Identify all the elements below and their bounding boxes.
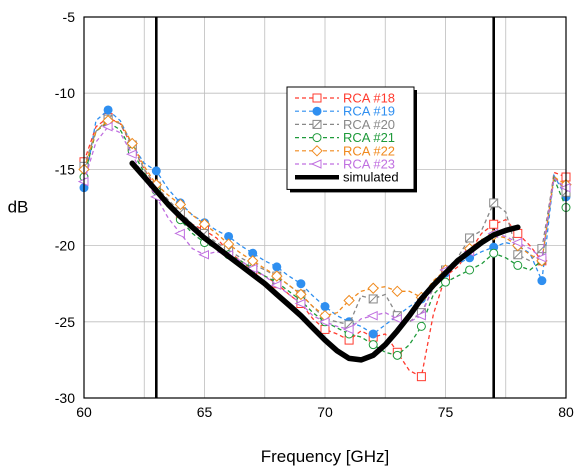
data-point-cross (465, 233, 474, 243)
data-point-cross (368, 294, 378, 304)
data-point (101, 121, 113, 132)
data-point (465, 265, 475, 275)
y-tick-label: -5 (63, 9, 76, 25)
data-point (320, 324, 330, 334)
data-point-cross (312, 120, 322, 129)
data-point (310, 159, 322, 169)
data-point (318, 317, 330, 327)
data-point (342, 324, 354, 335)
data-point (367, 282, 379, 294)
data-point (392, 350, 402, 360)
legend-entry-label: RCA #21 (343, 130, 395, 145)
data-point (416, 372, 426, 382)
x-axis-label: Frequency [GHz] (261, 447, 390, 466)
data-point (368, 329, 378, 339)
data-point (312, 133, 322, 143)
y-tick-label: -15 (55, 161, 75, 177)
data-point (537, 276, 547, 286)
data-point (198, 249, 209, 260)
series-line (83, 118, 567, 326)
y-axis-label: dB (8, 198, 29, 217)
data-point (320, 302, 330, 312)
data-point (489, 248, 499, 258)
data-point (366, 310, 378, 321)
data-point (295, 288, 307, 301)
data-point (513, 260, 523, 270)
data-point (368, 340, 378, 350)
x-tick-label: 60 (76, 404, 92, 420)
y-tick-label: -10 (55, 85, 75, 101)
legend-entry-label: RCA #19 (343, 104, 395, 119)
x-tick-label: 80 (558, 404, 574, 420)
data-point (391, 313, 402, 324)
series-line (83, 116, 567, 378)
y-tick-label: -25 (55, 314, 75, 330)
data-point (343, 294, 355, 307)
data-point (312, 93, 322, 103)
data-point (415, 310, 426, 321)
series-line (83, 109, 567, 335)
legend-entry-label: RCA #23 (343, 157, 395, 172)
data-point (174, 198, 187, 211)
data-point (271, 270, 283, 282)
data-point (174, 228, 185, 239)
data-point (198, 218, 211, 230)
data-point (441, 277, 450, 287)
data-point (222, 238, 235, 250)
legend-entry-label: RCA #18 (343, 91, 395, 106)
data-point (151, 166, 161, 176)
data-point (126, 137, 138, 150)
data-point-cross (344, 320, 354, 330)
legend-entry-label: RCA #22 (343, 143, 395, 158)
data-point (391, 285, 404, 298)
series-simulated (129, 160, 521, 363)
x-tick-label: 70 (317, 404, 333, 420)
legend-box (286, 86, 415, 190)
data-point (125, 149, 137, 159)
vertical-markers (155, 17, 496, 398)
series-line (129, 160, 521, 363)
y-tick-label: -20 (55, 238, 75, 254)
data-point (296, 279, 306, 289)
x-tick-label: 65 (197, 404, 213, 420)
data-point (416, 321, 426, 331)
data-point (535, 253, 547, 263)
data-point (246, 263, 258, 274)
x-tick-label: 75 (438, 404, 454, 420)
legend-entry-label: RCA #20 (343, 117, 395, 132)
series-group (77, 105, 572, 382)
data-point (311, 145, 323, 157)
data-point-cross (489, 198, 499, 208)
data-point (103, 105, 113, 115)
y-tick-label: -30 (55, 390, 75, 406)
data-point (272, 262, 282, 272)
data-point (312, 106, 322, 116)
data-point-cross (513, 250, 523, 260)
data-point (270, 280, 282, 290)
data-point (294, 298, 306, 309)
data-point (511, 237, 523, 248)
legend-entry-label: simulated (343, 170, 399, 185)
plot-frame (83, 16, 567, 399)
data-point (489, 219, 499, 229)
tick-labels: 60 65 70 75 80 -30 -25 -20 -15 -10 -5 (55, 9, 574, 420)
